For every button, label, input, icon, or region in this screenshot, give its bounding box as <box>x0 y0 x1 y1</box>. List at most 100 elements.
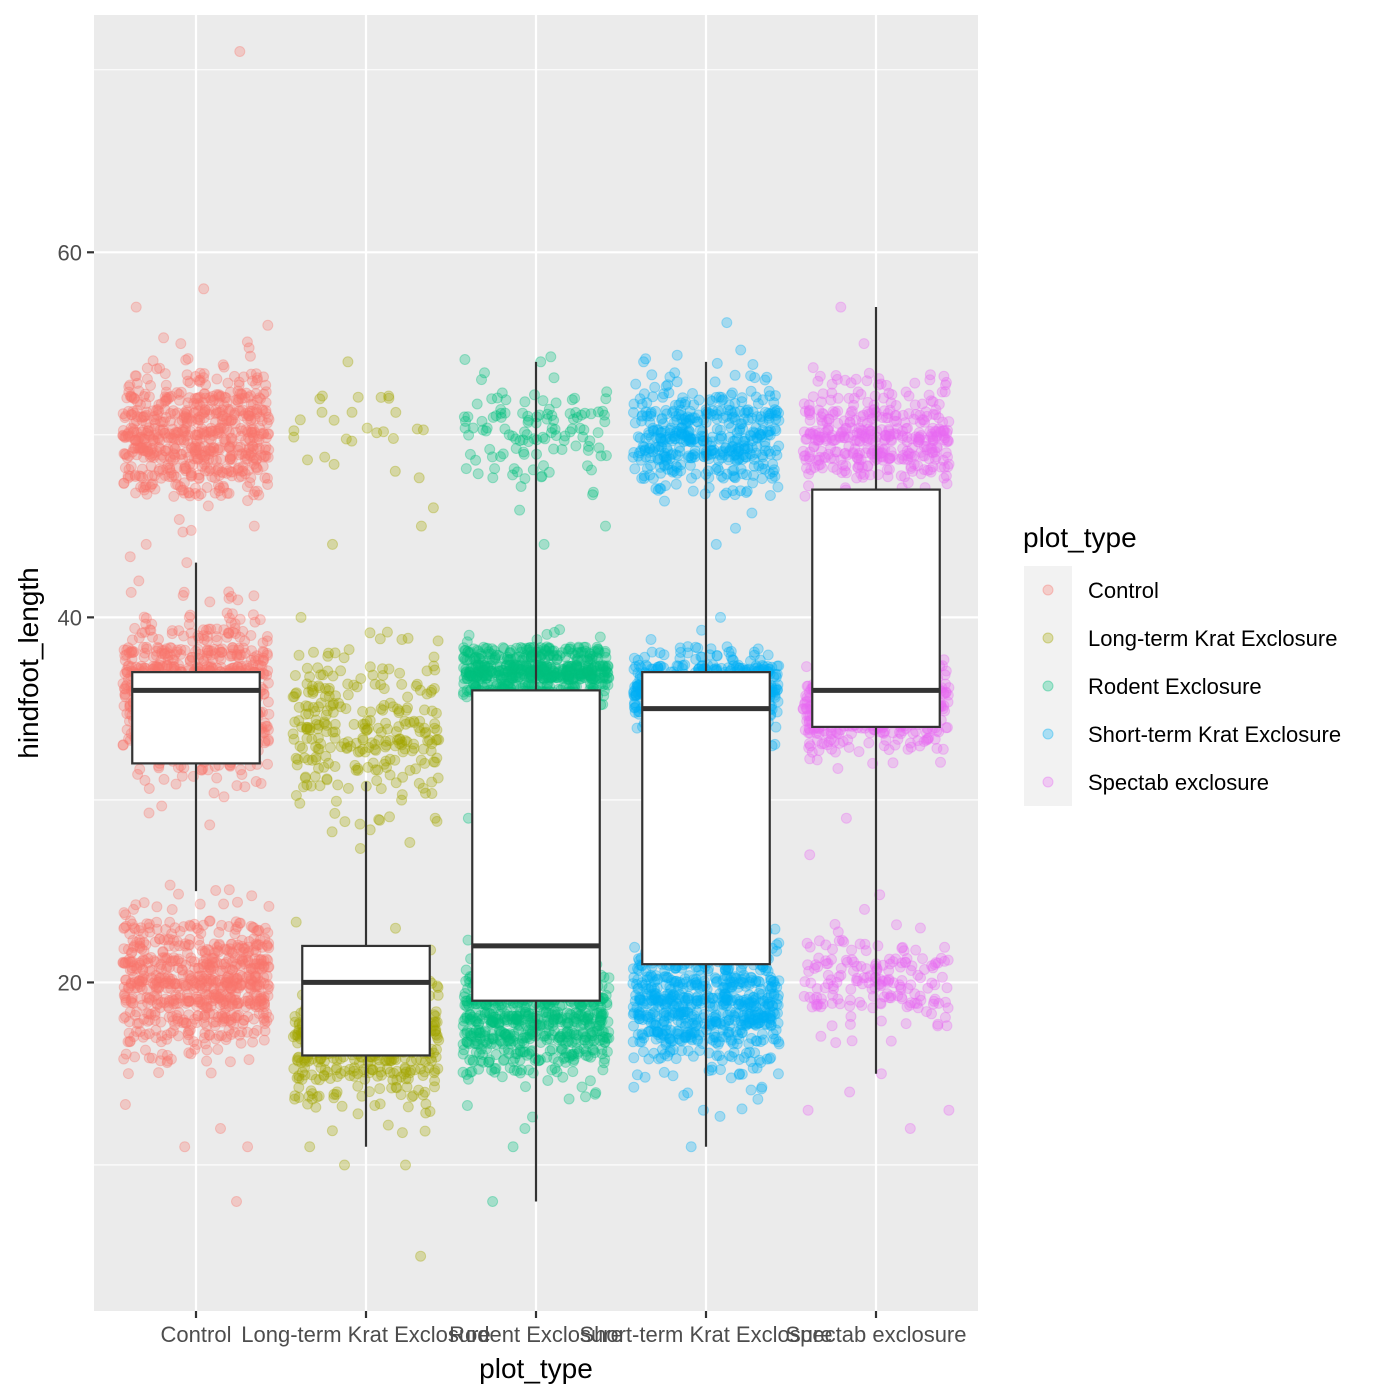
data-point <box>184 933 196 945</box>
data-point <box>390 1081 402 1093</box>
data-point <box>169 941 181 952</box>
data-point <box>153 465 165 477</box>
data-point <box>213 938 225 950</box>
data-point <box>140 1029 152 1041</box>
data-point <box>262 961 274 973</box>
data-point <box>262 758 273 770</box>
data-point <box>262 649 273 661</box>
data-point <box>148 955 160 967</box>
data-point <box>229 1026 240 1038</box>
data-point <box>179 1141 191 1153</box>
data-point <box>140 612 152 624</box>
data-point <box>557 1071 569 1083</box>
data-point <box>471 1028 483 1039</box>
data-point <box>217 359 229 371</box>
data-point <box>432 635 444 647</box>
data-point <box>125 586 137 598</box>
data-point <box>180 959 192 971</box>
data-point <box>182 1027 194 1039</box>
data-point <box>223 1024 235 1036</box>
data-point <box>185 920 197 932</box>
data-point <box>249 962 261 974</box>
data-point <box>464 1066 476 1078</box>
data-point <box>396 794 408 806</box>
data-point <box>134 975 145 987</box>
data-point <box>253 1008 265 1020</box>
data-point <box>241 1026 253 1038</box>
data-point <box>326 1125 338 1137</box>
data-point <box>523 1064 535 1076</box>
data-point <box>164 961 176 973</box>
data-point <box>168 998 180 1010</box>
data-point <box>541 679 553 691</box>
data-point <box>126 956 138 968</box>
data-point <box>133 385 145 397</box>
data-point <box>241 660 253 672</box>
data-point <box>629 941 641 953</box>
data-point <box>131 936 143 948</box>
data-point <box>290 916 302 928</box>
data-point <box>390 406 402 418</box>
data-point <box>177 964 188 976</box>
data-point <box>733 1069 745 1081</box>
data-point <box>216 919 228 931</box>
data-point <box>124 551 136 563</box>
data-point <box>220 1012 232 1024</box>
data-point <box>595 1012 607 1023</box>
data-point <box>183 995 195 1007</box>
data-point <box>358 1066 370 1078</box>
data-point <box>164 933 176 945</box>
data-point <box>178 586 190 598</box>
data-point <box>465 669 477 681</box>
data-point <box>149 1014 161 1026</box>
data-point <box>592 427 604 439</box>
data-point <box>120 974 132 986</box>
data-point <box>126 918 138 930</box>
data-point <box>234 46 246 57</box>
data-point <box>185 972 197 984</box>
data-point <box>166 904 178 915</box>
data-point <box>262 479 274 490</box>
data-point <box>713 1050 725 1062</box>
data-point <box>123 982 135 994</box>
data-point <box>258 1015 270 1026</box>
data-point <box>126 997 138 1008</box>
data-point <box>145 972 157 984</box>
data-point <box>714 1110 726 1122</box>
data-point <box>329 807 341 819</box>
data-point <box>258 1034 270 1046</box>
data-point <box>117 425 129 436</box>
data-point <box>183 939 195 951</box>
data-point <box>152 994 164 1005</box>
data-point <box>185 952 197 964</box>
data-point <box>529 389 540 401</box>
data-point <box>231 973 243 985</box>
data-point <box>293 1092 305 1103</box>
data-point <box>173 888 184 900</box>
data-point <box>419 704 430 716</box>
data-point <box>119 958 131 969</box>
data-point <box>512 660 524 672</box>
data-point <box>220 1002 232 1014</box>
data-point <box>235 1037 247 1049</box>
data-point <box>717 1007 729 1019</box>
data-point <box>404 837 416 848</box>
data-point <box>216 958 228 970</box>
data-point <box>173 514 185 525</box>
data-point <box>520 1081 531 1093</box>
data-point <box>352 391 364 403</box>
data-point <box>248 976 260 988</box>
data-point <box>262 696 274 708</box>
data-point <box>538 538 550 550</box>
data-point <box>290 688 301 700</box>
data-point <box>124 1036 136 1048</box>
data-point <box>196 427 208 439</box>
data-point <box>243 1054 255 1066</box>
data-point <box>314 393 326 405</box>
data-point <box>479 1009 491 1020</box>
data-point <box>523 414 535 426</box>
data-point <box>558 435 570 447</box>
data-point <box>133 575 145 587</box>
data-point <box>541 413 553 425</box>
data-point <box>124 956 136 968</box>
